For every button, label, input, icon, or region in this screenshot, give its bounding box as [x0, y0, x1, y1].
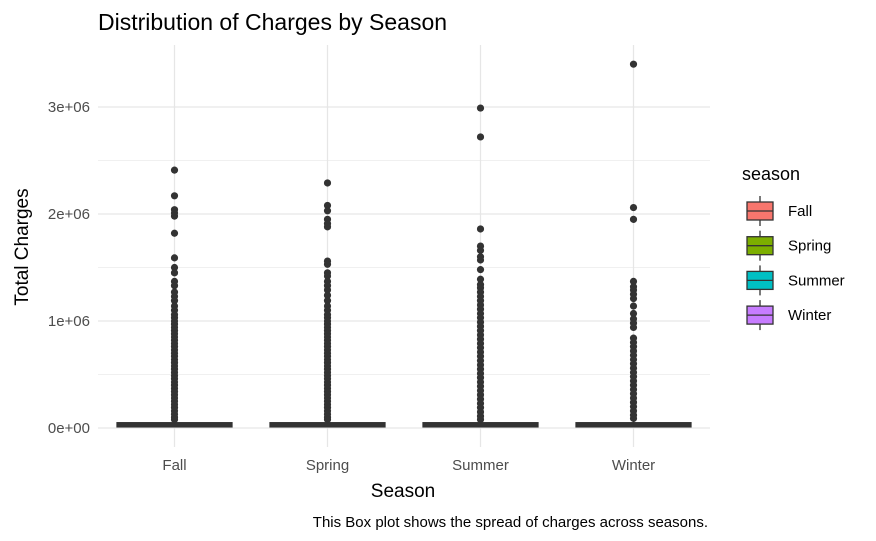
x-axis-ticks: Fall Spring Summer Winter: [162, 457, 655, 474]
outlier-point: [476, 104, 485, 112]
outlier-point: [323, 179, 332, 187]
y-tick-label: 2e+06: [48, 206, 90, 223]
legend-item-winter: Winter: [746, 300, 831, 331]
outlier-point: [323, 201, 332, 210]
outlier-point: [476, 256, 485, 264]
outlier-point: [629, 203, 638, 212]
plot-panel: [98, 45, 710, 447]
y-tick-label: 0e+00: [48, 420, 90, 437]
outlier-point: [170, 415, 179, 424]
chart-title: Distribution of Charges by Season: [98, 9, 447, 35]
outlier-point: [476, 225, 485, 233]
outlier-point: [170, 229, 179, 237]
outlier-point: [476, 133, 485, 141]
legend-item-fall: Fall: [746, 196, 812, 226]
x-tick-label: Fall: [162, 457, 186, 474]
outlier-point: [323, 207, 332, 215]
outlier-point: [476, 246, 485, 254]
outlier-point: [629, 294, 638, 303]
y-axis-ticks: 0e+00 1e+06 2e+06 3e+06: [48, 99, 90, 437]
outlier-point: [170, 297, 179, 305]
outlier-point: [476, 415, 485, 424]
outlier-point: [170, 192, 179, 200]
legend-label: Fall: [788, 203, 812, 220]
x-tick-label: Winter: [612, 457, 655, 474]
outlier-point: [476, 275, 485, 283]
outlier-point: [323, 223, 332, 231]
y-tick-label: 1e+06: [48, 313, 90, 330]
legend-items: Fall Spring Summer Winter: [746, 196, 845, 331]
outlier-point: [323, 260, 332, 268]
legend: season Fall Spring Summer Winter: [742, 164, 845, 331]
grid-lines: [98, 45, 710, 447]
x-axis-title: Season: [371, 481, 435, 502]
outlier-point: [629, 277, 638, 286]
outlier-point: [629, 60, 638, 68]
outlier-point: [323, 291, 332, 299]
outlier-point: [323, 272, 332, 280]
legend-label: Winter: [788, 307, 831, 324]
outlier-point: [629, 323, 638, 332]
outlier-point: [476, 266, 485, 274]
y-tick-label: 3e+06: [48, 99, 90, 116]
x-tick-label: Spring: [306, 457, 349, 474]
outlier-point: [629, 302, 638, 310]
legend-item-summer: Summer: [746, 265, 845, 296]
outlier-point: [170, 269, 179, 277]
outlier-point: [170, 254, 179, 262]
outliers-layer: [170, 60, 638, 424]
x-tick-label: Summer: [452, 457, 509, 474]
outlier-point: [323, 297, 332, 305]
outlier-point: [629, 414, 638, 422]
outlier-point: [170, 212, 179, 220]
legend-title: season: [742, 164, 800, 184]
legend-label: Summer: [788, 272, 845, 289]
y-axis-title: Total Charges: [12, 188, 33, 305]
outlier-point: [170, 166, 179, 174]
boxes-layer: [116, 418, 692, 428]
chart-caption: This Box plot shows the spread of charge…: [313, 514, 708, 531]
outlier-point: [629, 215, 638, 223]
outlier-point: [629, 309, 638, 318]
outlier-point: [170, 263, 179, 272]
legend-label: Spring: [788, 238, 831, 255]
outlier-point: [323, 286, 332, 294]
legend-item-spring: Spring: [746, 230, 831, 261]
outlier-point: [170, 282, 179, 290]
outlier-point: [323, 415, 332, 424]
